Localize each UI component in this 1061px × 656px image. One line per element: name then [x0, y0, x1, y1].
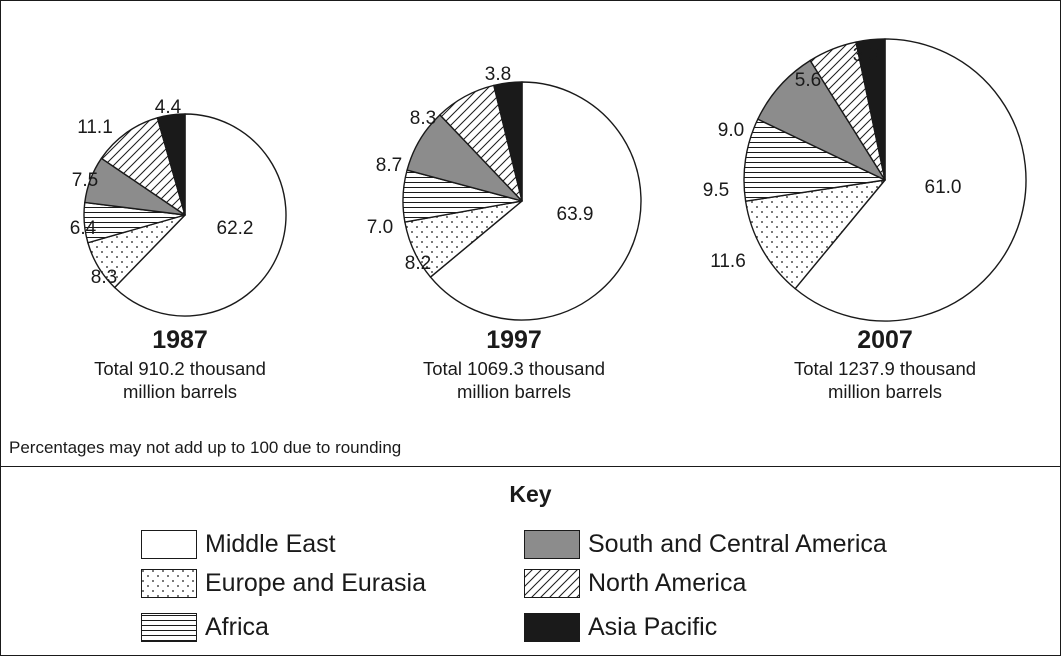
- key-label-africa: Africa: [205, 612, 269, 641]
- pie-1987-label-south-central-america: 7.5: [72, 170, 98, 191]
- key-label-europe-eurasia: Europe and Eurasia: [205, 568, 426, 597]
- key-divider: [0, 466, 1061, 467]
- pie-1987-label-asia-pacific: 4.4: [155, 97, 182, 118]
- pie-2007-total-line1: Total 1237.9 thousand: [794, 358, 976, 379]
- pie-2007-label-north-america: 5.6: [795, 70, 821, 91]
- pie-2007-label-middle-east: 61.0: [925, 177, 962, 198]
- pie-1987-slice-middle-east: [113, 113, 287, 317]
- pie-2007-slice-asia-pacific: [855, 38, 886, 181]
- pie-1987-label-africa: 6.4: [70, 218, 97, 239]
- pie-1987-label-europe-eurasia: 8.3: [91, 267, 117, 288]
- middle-east-swatch: [141, 529, 197, 559]
- north-america-swatch: [524, 568, 580, 598]
- africa-swatch: [141, 612, 197, 642]
- pie-1997-label-europe-eurasia: 8.2: [405, 253, 431, 274]
- key-label-north-america: North America: [588, 568, 747, 597]
- pie-1997-label-middle-east: 63.9: [557, 204, 594, 225]
- key-item-europe-eurasia: Europe and Eurasia: [141, 568, 426, 598]
- key-label-middle-east: Middle East: [205, 529, 336, 558]
- pie-2007-label-africa: 9.5: [703, 180, 729, 201]
- key-title: Key: [509, 481, 552, 507]
- pie-1997-total-line2: million barrels: [457, 381, 571, 402]
- pie-1997-total-line1: Total 1069.3 thousand: [423, 358, 605, 379]
- pie-2007-label-europe-eurasia: 11.6: [710, 251, 746, 272]
- pie-1987-label-middle-east: 62.2: [217, 218, 254, 239]
- pie-1997-slice-asia-pacific: [493, 81, 523, 202]
- pie-1987-year: 1987: [152, 326, 208, 354]
- pie-1987-total-line2: million barrels: [123, 381, 237, 402]
- key-label-asia-pacific: Asia Pacific: [588, 612, 718, 641]
- pie-1997-label-south-central-america: 8.7: [376, 155, 402, 176]
- pie-1997-slice-middle-east: [429, 81, 642, 321]
- key-item-middle-east: Middle East: [141, 529, 336, 559]
- europe-eurasia-swatch: [141, 568, 197, 598]
- pie-1987-label-north-america: 11.1: [77, 117, 113, 138]
- key-item-south-central-america: South and Central America: [524, 529, 887, 559]
- pie-2007-label-south-central-america: 9.0: [718, 120, 744, 141]
- key-item-north-america: North America: [524, 568, 746, 598]
- pie-2007-slice-africa: [743, 118, 886, 202]
- rounding-note: Percentages may not add up to 100 due to…: [9, 438, 402, 457]
- key-item-asia-pacific: Asia Pacific: [524, 612, 717, 642]
- key-label-south-central-america: South and Central America: [588, 529, 887, 558]
- pie-1987-slice-asia-pacific: [156, 113, 186, 216]
- key-item-africa: Africa: [141, 612, 269, 642]
- pie-2007-year: 2007: [857, 326, 913, 354]
- pie-1997-label-asia-pacific: 3.8: [485, 64, 511, 85]
- pie-1997-label-africa: 7.0: [367, 217, 393, 238]
- pie-charts: 62.2 8.3 6.4 7.5 11.1 4.4 1987 Total 910.2 thou…: [70, 38, 1027, 402]
- south-central-america-swatch: [524, 529, 580, 559]
- asia-pacific-swatch: [524, 612, 580, 642]
- pie-2007-slice-europe-eurasia: [744, 179, 886, 290]
- pie-2007-slice-middle-east: [794, 38, 1027, 322]
- pie-2007-slice-south-central-america: [757, 59, 886, 181]
- pie-2007-label-asia-pacific: 3.3: [853, 45, 879, 66]
- pie-2007-total-line2: million barrels: [828, 381, 942, 402]
- pie-1997-label-north-america: 8.3: [410, 108, 436, 129]
- pie-1997-year: 1997: [486, 326, 542, 354]
- pie-1987-total-line1: Total 910.2 thousand: [94, 358, 266, 379]
